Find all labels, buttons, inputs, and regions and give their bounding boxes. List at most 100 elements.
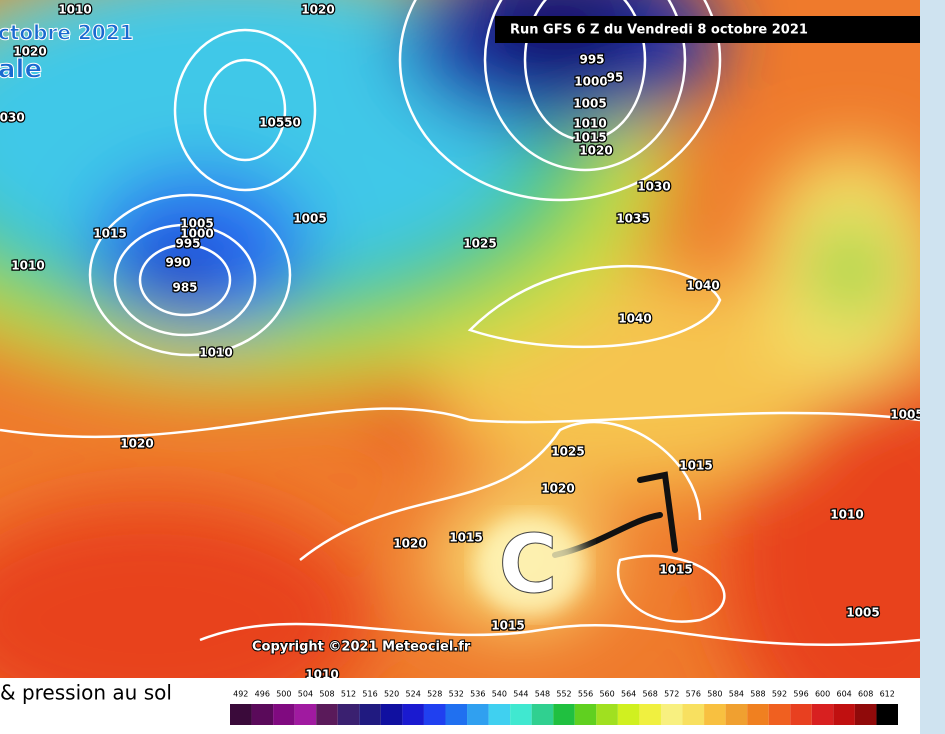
isobar-label: 1010 [11, 259, 44, 273]
isobar-label: 990 [165, 256, 190, 270]
isobar-label: 1005 [180, 217, 213, 231]
scale-label: 572 [664, 690, 679, 699]
scale-label: 524 [406, 690, 421, 699]
isobar-label: 95 [607, 71, 624, 85]
isobar-label: 1005 [890, 408, 923, 422]
isobar-label: 1020 [579, 144, 612, 158]
scale-swatch [467, 704, 489, 725]
scale-swatch [704, 704, 726, 725]
isobar-label: 1020 [13, 45, 46, 59]
scale-label: 564 [621, 690, 636, 699]
scale-swatch [359, 704, 381, 725]
scale-swatch [402, 704, 424, 725]
color-scale: 492 496 500 504 508 512 516 520 524 528 532 536 540 5… [230, 690, 898, 725]
corner-date: ctobre 2021 [0, 21, 134, 45]
isobar-label: 1015 [659, 563, 692, 577]
scale-swatch [660, 704, 683, 725]
scale-swatch [747, 704, 769, 725]
scale-swatch [682, 704, 705, 725]
scale-label: 496 [255, 690, 270, 699]
isobar-label: 1015 [679, 459, 712, 473]
isobar-label: 1030 [637, 180, 670, 194]
scale-swatch [876, 704, 898, 725]
scale-label: 512 [341, 690, 356, 699]
scale-swatch [380, 704, 403, 725]
isobar-label: 1040 [686, 279, 719, 293]
scale-swatch [854, 704, 877, 725]
isobar-label: 1015 [93, 227, 126, 241]
isobar-label: 1015 [491, 619, 524, 633]
scale-label: 560 [599, 690, 614, 699]
scale-label: 508 [319, 690, 334, 699]
scale-swatch [574, 704, 597, 725]
scale-swatch [294, 704, 317, 725]
scale-label: 568 [643, 690, 658, 699]
scale-label: 556 [578, 690, 593, 699]
isobar-label: 1020 [301, 3, 334, 17]
scale-label: 520 [384, 690, 399, 699]
isobar-label: 1000 [180, 227, 213, 241]
scale-label: 544 [513, 690, 528, 699]
scale-swatch [768, 704, 791, 725]
isobar-label: 1025 [463, 237, 496, 251]
isobar-label: 1010 [305, 668, 338, 682]
scale-label: 600 [815, 690, 830, 699]
scale-swatch [337, 704, 360, 725]
isobar-label: 1010 [573, 117, 606, 131]
scale-swatch [596, 704, 618, 725]
isobar-label: 1015 [449, 531, 482, 545]
isobar-label: 1005 [293, 212, 326, 226]
scale-swatch [553, 704, 575, 725]
scale-swatch [639, 704, 661, 725]
title-box [495, 16, 920, 43]
scale-swatch [230, 704, 252, 725]
isobar-label: 1035 [616, 212, 649, 226]
scale-swatch [510, 704, 532, 725]
scale-label: 592 [772, 690, 787, 699]
scale-label: 504 [298, 690, 313, 699]
scale-label: 540 [492, 690, 507, 699]
scale-swatch [423, 704, 446, 725]
isobar-label: 1005 [573, 97, 606, 111]
corner-sub: ale [0, 55, 42, 85]
side-strip [920, 0, 945, 734]
scale-label: 612 [880, 690, 895, 699]
isobar-label: 1010 [830, 508, 863, 522]
isobar-label: 1020 [541, 482, 574, 496]
isobar-label: 1040 [618, 312, 651, 326]
isobar-label: 1030 [0, 111, 25, 125]
scale-swatch [316, 704, 338, 725]
scale-label: 500 [276, 690, 291, 699]
scale-swatch [488, 704, 511, 725]
isobar-label: 1015 [573, 131, 606, 145]
scale-label: 580 [707, 690, 722, 699]
copyright: Copyright ©2021 Meteociel.fr [252, 640, 471, 655]
isobar-label: 1000 [574, 75, 607, 89]
scale-label: 516 [362, 690, 377, 699]
isobar-label: 1020 [120, 437, 153, 451]
scale-label: 552 [556, 690, 571, 699]
scale-label: 604 [836, 690, 851, 699]
scale-swatch [251, 704, 274, 725]
scale-swatch [273, 704, 295, 725]
scale-label: 528 [427, 690, 442, 699]
isobar-label: 995 [579, 53, 604, 67]
caption: & pression au sol [0, 681, 172, 705]
scale-swatch [833, 704, 855, 725]
scale-label: 596 [793, 690, 808, 699]
isobar-label: 1010 [199, 346, 232, 360]
isobar-label: 1005 [846, 606, 879, 620]
scale-label: 588 [750, 690, 765, 699]
scale-label: 492 [233, 690, 248, 699]
scale-label: 608 [858, 690, 873, 699]
scale-label: 536 [470, 690, 485, 699]
isobar-label: 10550 [259, 116, 301, 130]
isobar-label: 995 [175, 237, 200, 251]
scale-swatch [811, 704, 834, 725]
scale-swatch [725, 704, 748, 725]
isobar-label: 1010 [58, 3, 91, 17]
scale-swatch [790, 704, 812, 725]
isobar-label: 985 [172, 281, 197, 295]
